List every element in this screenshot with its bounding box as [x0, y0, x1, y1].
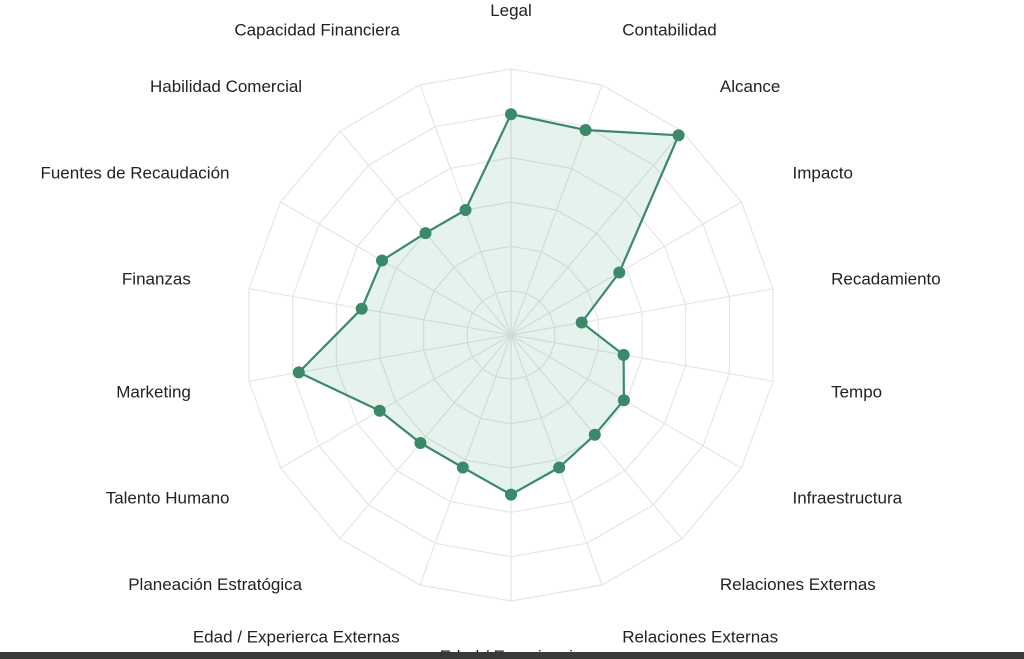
radar-axis-labels: Legal Contabilidad Alcance Impacto Recadamie… [40, 1, 940, 659]
axis-label-line: Relaciones Externas [622, 627, 778, 646]
axis-label: Impacto [793, 164, 853, 183]
radar-series [292, 108, 685, 501]
axis-label: Finanzas [122, 270, 191, 289]
data-point [553, 461, 566, 474]
axis-label: Planeación Estratógica [128, 575, 302, 594]
data-point [617, 394, 630, 407]
data-point [588, 428, 601, 441]
axis-label: Alcance [720, 77, 780, 96]
data-point [672, 129, 685, 142]
axis-label: Recadamiento [831, 270, 941, 289]
axis-label-line: Capacidad Financiera [234, 21, 400, 40]
axis-label: Edad / Experierca Externas [193, 627, 400, 646]
axis-label-line: Planeación Estratógica [128, 575, 302, 594]
grid-spoke [339, 334, 512, 540]
axis-label: Contabilidad [622, 21, 717, 40]
axis-label-line: Marketing [116, 382, 191, 401]
axis-label: Relaciones Externas [720, 575, 876, 594]
axis-label-line: Infraestructura [793, 489, 903, 508]
axis-label-line: Alcance [720, 77, 780, 96]
data-point [617, 348, 630, 361]
data-point [419, 227, 432, 240]
data-point [355, 302, 368, 315]
axis-label-line: Finanzas [122, 270, 191, 289]
axis-label-line: Habilidad Comercial [150, 77, 302, 96]
data-point [459, 204, 472, 216]
data-point [579, 124, 592, 136]
axis-label-line: Contabilidad [622, 21, 717, 40]
bottom-edge-strip [0, 652, 1024, 659]
axis-label: Infraestructura [793, 489, 903, 508]
data-point [414, 437, 427, 449]
axis-label-line: Tempo [831, 382, 882, 401]
axis-label-line: Fuentes de Recaudación [40, 164, 229, 183]
axis-label: Talento Humano [106, 489, 230, 508]
grid-spoke [280, 334, 512, 469]
axis-label-line: Relaciones Externas [720, 575, 876, 594]
data-point [613, 266, 626, 279]
axis-label-line: Impacto [793, 164, 853, 183]
axis-label-line: Recadamiento [831, 270, 941, 289]
axis-label: Marketing [116, 382, 191, 401]
grid-spoke [510, 130, 683, 336]
data-point [505, 108, 517, 121]
axis-label: Capacidad Financiera [234, 21, 400, 40]
data-point [505, 488, 517, 501]
grid-spoke [248, 288, 512, 336]
axis-label-line: Edad / Experierca Externas [193, 627, 400, 646]
data-point [575, 316, 588, 329]
axis-label-line: Talento Humano [106, 489, 230, 508]
axis-label: Habilidad Comercial [150, 77, 302, 96]
grid-spoke [280, 201, 512, 336]
grid-spoke [510, 334, 774, 382]
data-point [456, 461, 469, 474]
grid-spoke [510, 201, 742, 336]
grid-spoke [510, 288, 774, 336]
data-point [292, 366, 305, 379]
grid-spoke [510, 334, 603, 586]
series-area [297, 113, 680, 496]
axis-label-line: Legal [490, 1, 532, 20]
grid-spoke [248, 334, 512, 382]
data-point [373, 404, 386, 417]
axis-label: Tempo [831, 382, 882, 401]
axis-label: Fuentes de Recaudación [40, 164, 229, 183]
axis-label: Legal [490, 1, 532, 20]
grid-spoke [419, 334, 512, 586]
data-point [376, 254, 388, 267]
axis-label: Relaciones Externas [622, 627, 778, 646]
